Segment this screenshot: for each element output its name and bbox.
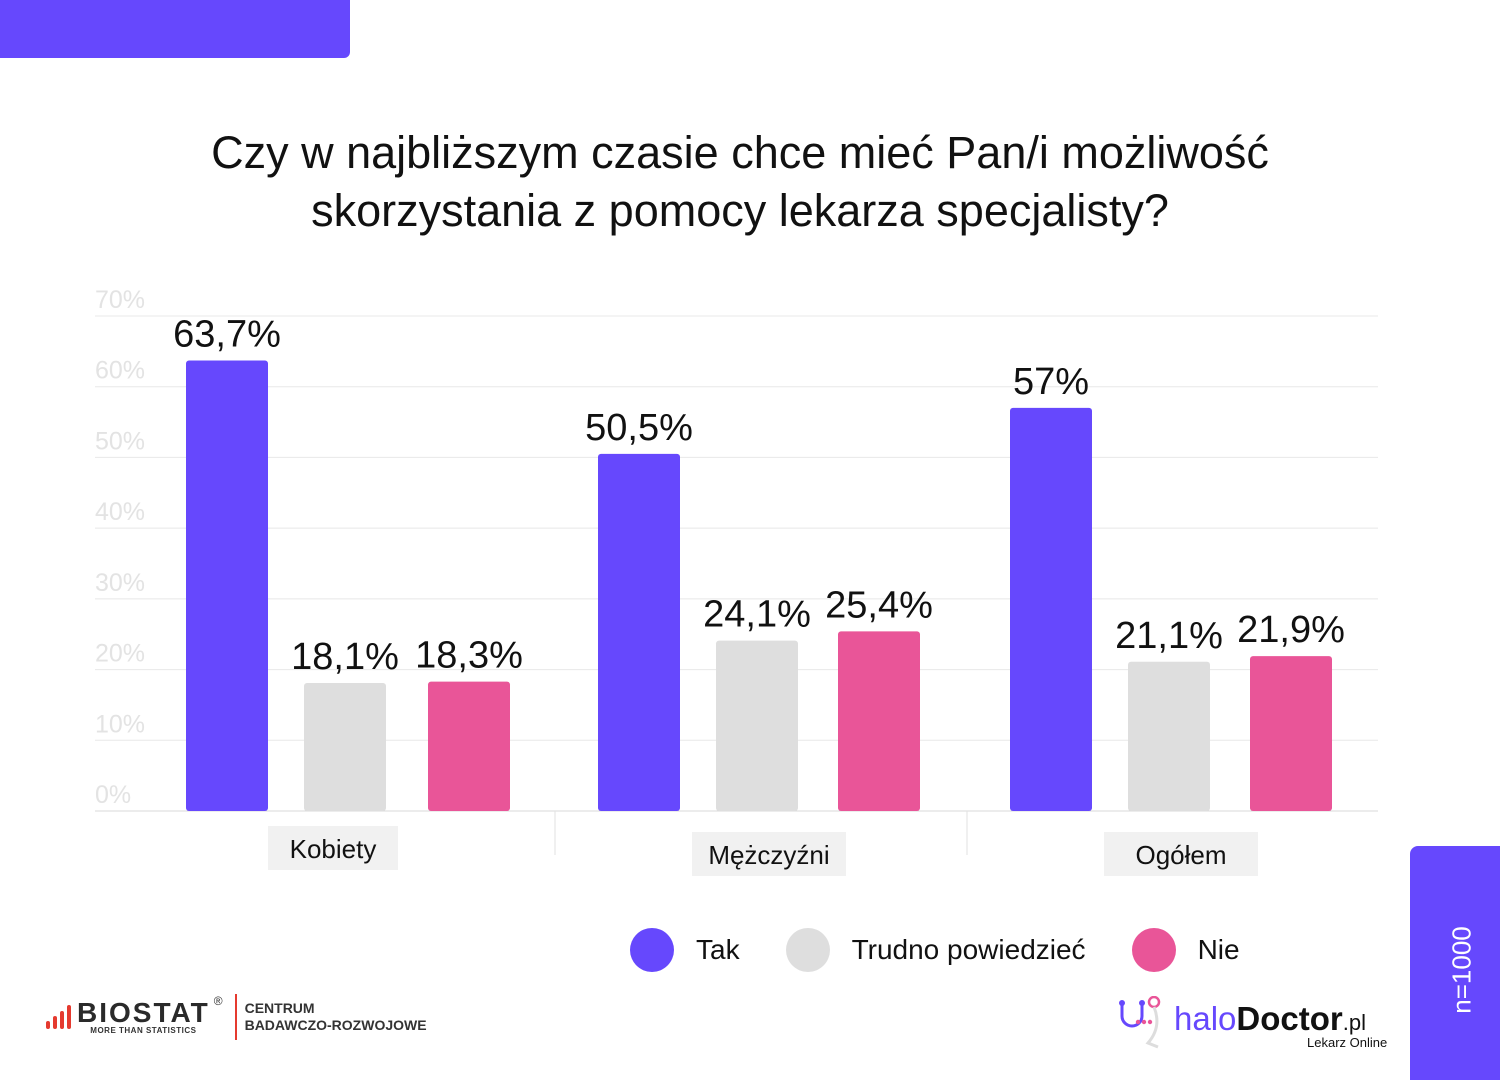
legend-item-tak: Tak <box>630 928 740 972</box>
halodoctor-wordmark: haloDoctor.pl <box>1174 1000 1366 1038</box>
legend: Tak Trudno powiedzieć Nie <box>630 928 1286 972</box>
y-tick-label: 30% <box>95 569 145 597</box>
category-label: Kobiety <box>290 834 377 864</box>
data-label: 21,9% <box>1237 609 1345 651</box>
legend-swatch <box>785 928 830 972</box>
bar-trudno-powiedzieć <box>1128 661 1210 811</box>
pl-text: .pl <box>1342 1010 1366 1035</box>
biostat-wordmark: BIOSTAT <box>77 996 210 1028</box>
biostat-bars-icon <box>46 1005 71 1029</box>
category-label: Ogółem <box>1135 840 1226 870</box>
data-label: 18,1% <box>291 636 399 678</box>
y-tick-label: 20% <box>95 640 145 668</box>
bar-chart: 0% 10% 20% 30% 40% 50% 60% 70% Kobiety 63,7% 18,1%… <box>95 286 1378 876</box>
data-label: 50,5% <box>585 407 693 449</box>
bar-trudno-powiedzieć <box>716 640 798 811</box>
legend-item-trudno: Trudno powiedzieć <box>785 928 1086 972</box>
halodoctor-logo: haloDoctor.pl Lekarz Online <box>1114 995 1387 1055</box>
legend-label: Trudno powiedzieć <box>851 934 1086 965</box>
y-tick-label: 50% <box>95 427 145 455</box>
biostat-tagline: MORE THAN STATISTICS <box>90 1025 197 1035</box>
data-label: 24,1% <box>703 594 811 636</box>
bar-tak <box>186 360 268 811</box>
legend-item-nie: Nie <box>1131 928 1240 972</box>
data-label: 57% <box>1013 361 1089 403</box>
top-accent-bar <box>0 0 350 58</box>
legend-swatch <box>1131 928 1176 972</box>
category-label: Mężczyźni <box>708 840 829 870</box>
category-label-bg <box>1104 832 1258 876</box>
sample-size-box <box>1410 846 1500 1080</box>
y-tick-label: 10% <box>95 710 145 738</box>
data-label: 25,4% <box>825 584 933 626</box>
data-label: 18,3% <box>415 635 523 677</box>
legend-label: Tak <box>696 934 740 965</box>
data-label: 21,1% <box>1115 615 1223 657</box>
y-tick-label: 0% <box>95 781 131 809</box>
stethoscope-chat-icon <box>1119 995 1161 1049</box>
legend-label: Nie <box>1197 934 1240 965</box>
bar-nie <box>428 681 510 811</box>
registered-mark: ® <box>213 994 223 1008</box>
bar-tak <box>598 453 680 811</box>
halo-text: halo <box>1174 1000 1237 1037</box>
legend-swatch <box>630 928 674 972</box>
y-tick-label: 40% <box>95 498 145 526</box>
y-tick-label: 60% <box>95 357 145 385</box>
category-label-bg <box>692 832 846 876</box>
bar-trudno-powiedzieć <box>304 683 386 811</box>
halodoctor-tagline: Lekarz Online <box>1307 1035 1388 1050</box>
data-label: 63,7% <box>173 314 281 356</box>
y-tick-label: 70% <box>95 286 145 314</box>
bar-nie <box>1250 656 1332 811</box>
biostat-logo: BIOSTAT MORE THAN STATISTICS ® CENTRUM B… <box>46 994 427 1040</box>
centrum-line-1: CENTRUM <box>244 1000 315 1016</box>
bar-tak <box>1010 407 1092 811</box>
chart-title: Czy w najbliższym czasie chce mieć Pan/i… <box>211 127 1269 236</box>
sample-size: n=1000 <box>1446 926 1477 1014</box>
centrum-line-2: BADAWCZO-ROZWOJOWE <box>244 1017 427 1033</box>
category-label-bg <box>268 826 398 870</box>
bar-nie <box>838 631 920 811</box>
divider <box>234 994 237 1040</box>
doctor-text: Doctor <box>1236 1000 1343 1037</box>
